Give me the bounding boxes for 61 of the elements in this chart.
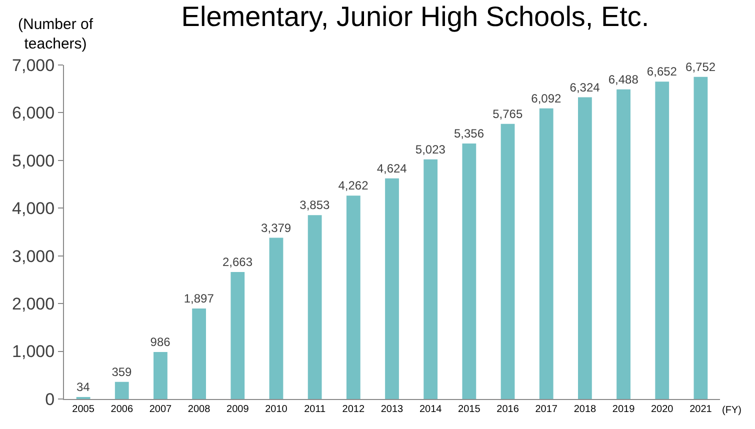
x-tick-label: 2019 — [612, 404, 636, 415]
y-tick-label: 4,000 — [12, 199, 55, 218]
data-label: 3,853 — [300, 198, 330, 212]
bar — [539, 108, 554, 399]
y-tick-label: 2,000 — [12, 294, 55, 314]
x-tick-label: 2021 — [690, 404, 712, 415]
y-tick-label: 0 — [45, 390, 55, 409]
data-label: 6,752 — [686, 60, 716, 74]
x-tick-label: 2020 — [650, 404, 674, 415]
y-tick-label: 5,000 — [12, 151, 55, 170]
bar — [500, 124, 515, 399]
x-tick-label: 2014 — [419, 404, 442, 415]
x-tick-label: 2010 — [265, 404, 288, 415]
x-tick-label: 2013 — [380, 404, 404, 415]
y-tick-label: 6,000 — [12, 104, 55, 123]
bar — [462, 143, 476, 399]
x-tick-label: 2005 — [72, 404, 95, 415]
data-label: 4,262 — [338, 178, 369, 193]
bar — [192, 308, 206, 399]
data-label: 4,624 — [376, 161, 408, 176]
bar — [694, 76, 708, 399]
data-label: 5,765 — [492, 106, 523, 121]
y-tick-label: 1,000 — [12, 342, 55, 362]
x-tick-label: 2008 — [188, 404, 211, 415]
bar — [114, 382, 129, 399]
data-label: 6,324 — [570, 80, 600, 94]
bar — [424, 159, 438, 399]
data-label: 359 — [112, 364, 132, 379]
x-tick-label: 2018 — [574, 404, 596, 415]
y-axis-title: (Number of teachers) — [18, 16, 94, 52]
x-axis-title: (FY) — [722, 405, 742, 416]
x-tick-label: 2006 — [110, 404, 134, 415]
bar — [230, 272, 245, 399]
x-tick-label: 2007 — [149, 404, 172, 415]
y-tick-label: 7,000 — [12, 56, 55, 75]
data-label: 6,488 — [608, 72, 639, 86]
bar — [655, 82, 670, 399]
x-tick-label: 2016 — [496, 404, 520, 415]
bar — [154, 352, 168, 399]
y-tick-label: 3,000 — [12, 246, 55, 266]
bar — [616, 89, 630, 399]
x-tick-label: 2017 — [535, 404, 558, 415]
data-label: 5,356 — [454, 126, 484, 140]
data-label: 3,379 — [261, 220, 292, 235]
data-label: 34 — [76, 380, 90, 394]
bar — [578, 97, 592, 399]
x-tick-label: 2011 — [304, 404, 326, 415]
data-label: 6,652 — [646, 64, 678, 79]
data-label: 2,663 — [222, 254, 253, 269]
bar — [308, 215, 322, 399]
bar — [385, 178, 399, 399]
data-label: 986 — [150, 334, 171, 349]
bar — [269, 238, 284, 399]
x-tick-label: 2015 — [458, 404, 481, 415]
data-label: 1,897 — [184, 291, 214, 306]
data-label: 6,092 — [531, 91, 562, 106]
chart-title: Elementary, Junior High Schools, Etc. — [181, 1, 650, 32]
x-tick-label: 2012 — [342, 404, 365, 415]
x-tick-label: 2009 — [226, 404, 250, 415]
data-label: 5,023 — [415, 142, 446, 156]
bar — [346, 196, 360, 399]
